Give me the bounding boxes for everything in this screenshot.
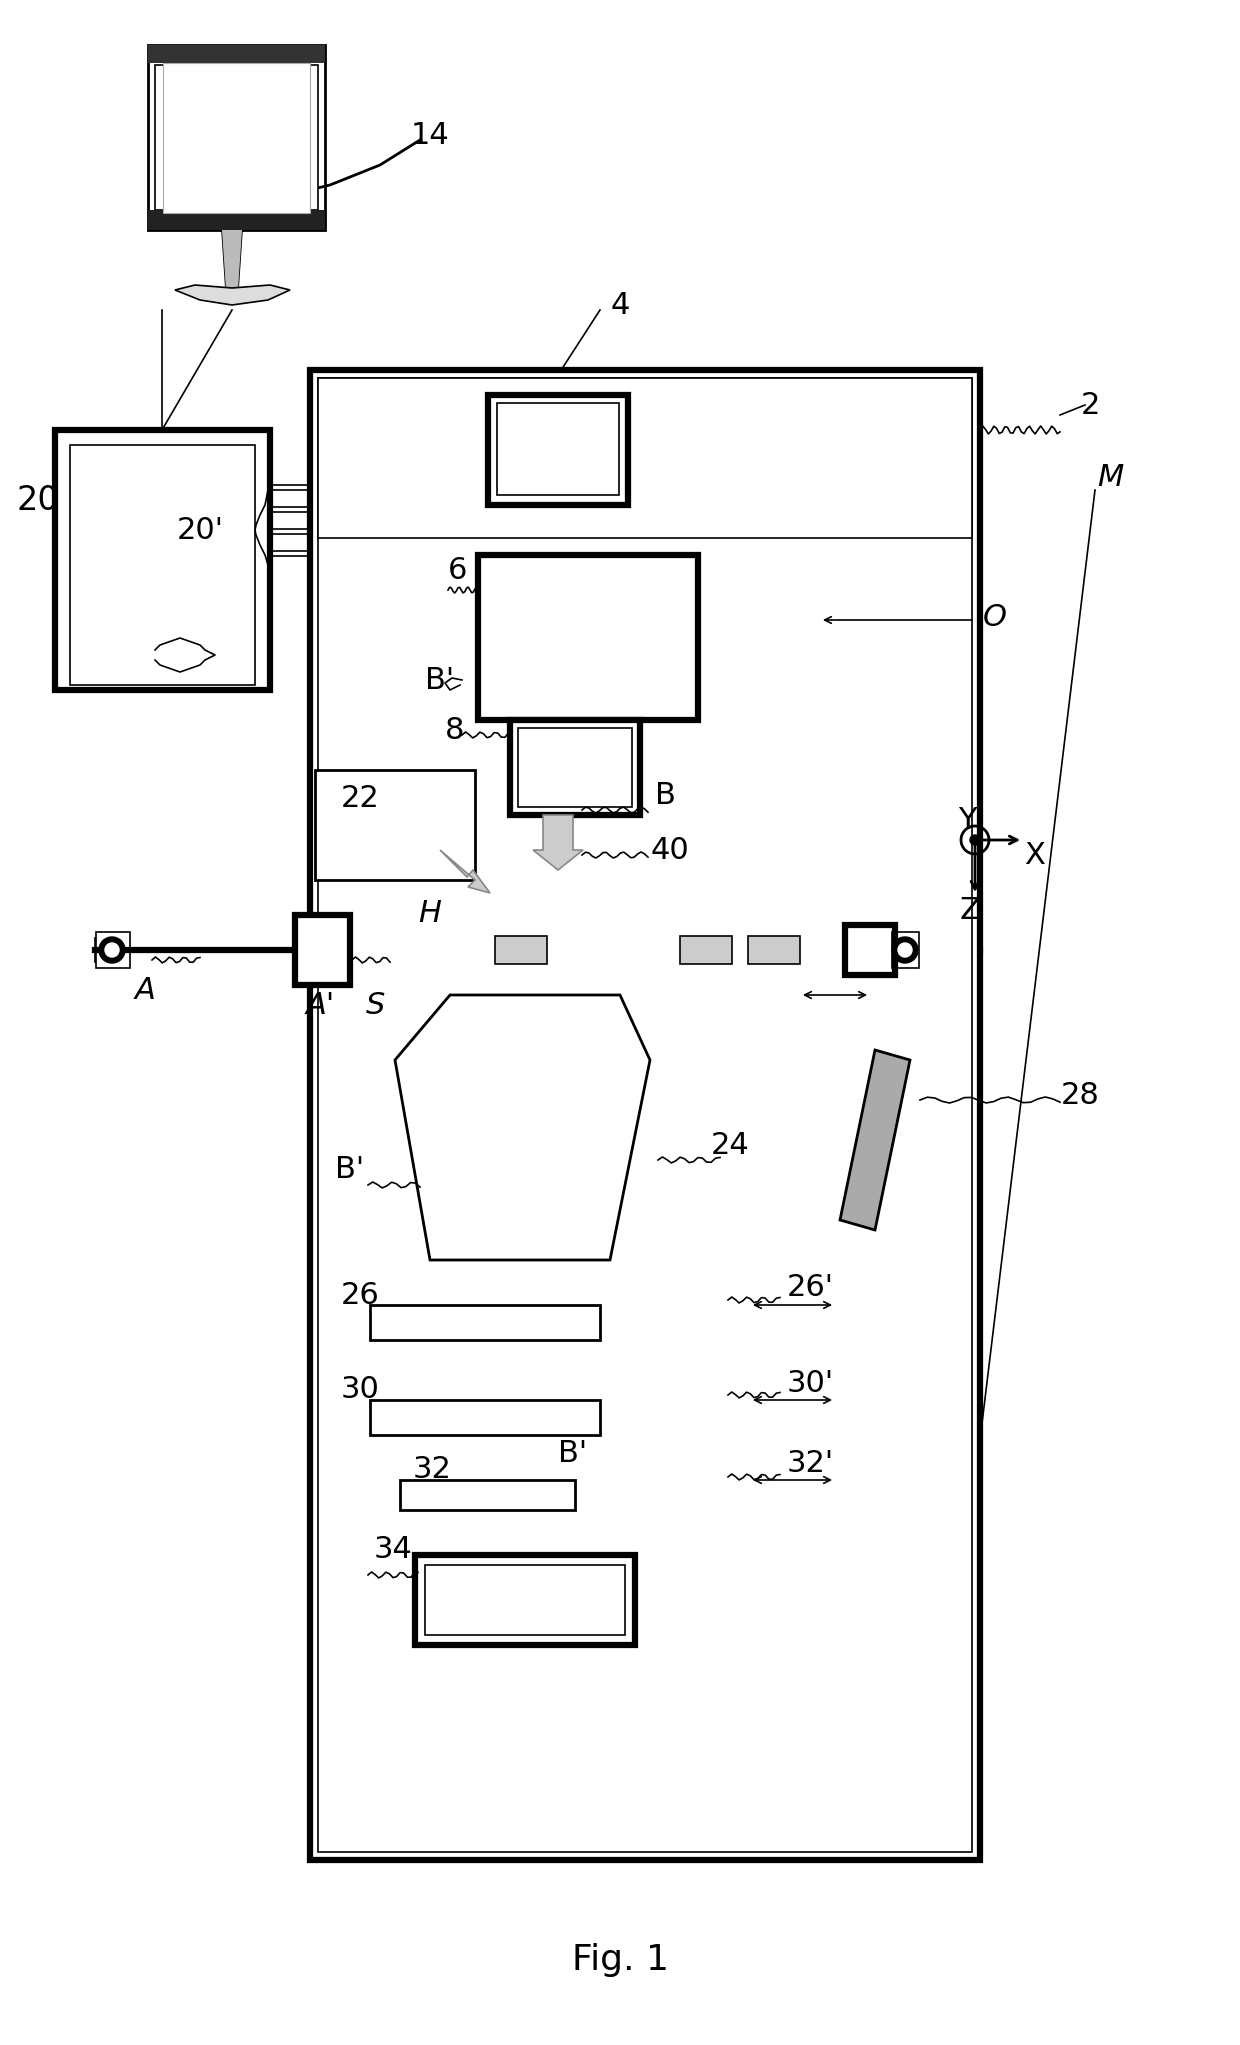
Bar bbox=[518, 728, 632, 808]
Bar bbox=[69, 446, 255, 685]
Polygon shape bbox=[839, 1049, 910, 1229]
Text: 22: 22 bbox=[341, 783, 379, 812]
Bar bbox=[315, 771, 475, 879]
Bar bbox=[317, 378, 972, 1853]
Bar bbox=[415, 1554, 635, 1644]
Bar bbox=[489, 395, 627, 505]
Text: Y: Y bbox=[957, 806, 976, 834]
Text: H: H bbox=[419, 898, 441, 928]
Bar bbox=[495, 937, 547, 963]
Text: 8: 8 bbox=[445, 716, 465, 744]
Bar bbox=[55, 429, 270, 689]
Bar bbox=[148, 45, 325, 63]
Circle shape bbox=[892, 937, 918, 963]
Bar bbox=[370, 1401, 600, 1436]
Text: 40: 40 bbox=[651, 836, 689, 865]
Polygon shape bbox=[222, 229, 242, 290]
Circle shape bbox=[105, 943, 119, 957]
Bar bbox=[510, 720, 640, 816]
Text: 30': 30' bbox=[786, 1368, 833, 1397]
Bar bbox=[155, 65, 317, 211]
Text: 26': 26' bbox=[786, 1274, 833, 1303]
Text: X: X bbox=[1024, 840, 1045, 869]
Text: O: O bbox=[983, 603, 1007, 632]
Text: 30: 30 bbox=[341, 1376, 379, 1405]
Bar bbox=[892, 933, 919, 967]
Bar bbox=[477, 554, 698, 720]
Circle shape bbox=[898, 943, 911, 957]
Bar bbox=[310, 370, 980, 1861]
Text: Z: Z bbox=[960, 896, 981, 924]
Polygon shape bbox=[175, 284, 290, 305]
Text: B': B' bbox=[336, 1155, 365, 1184]
Bar bbox=[844, 924, 895, 975]
Bar bbox=[95, 933, 130, 967]
Text: 4: 4 bbox=[610, 290, 630, 319]
Polygon shape bbox=[440, 851, 490, 894]
Text: 26: 26 bbox=[341, 1280, 379, 1309]
Text: 32: 32 bbox=[413, 1456, 451, 1485]
Bar bbox=[425, 1564, 625, 1636]
Bar bbox=[748, 937, 800, 963]
Text: M: M bbox=[1097, 462, 1123, 491]
Text: A': A' bbox=[305, 990, 335, 1020]
Text: 28: 28 bbox=[1060, 1080, 1100, 1110]
Text: 32': 32' bbox=[786, 1448, 833, 1476]
Circle shape bbox=[99, 937, 125, 963]
Bar bbox=[162, 63, 310, 213]
Text: 34: 34 bbox=[373, 1536, 413, 1564]
Text: 24: 24 bbox=[711, 1131, 749, 1160]
Polygon shape bbox=[148, 45, 325, 229]
Text: 2: 2 bbox=[1080, 391, 1100, 419]
Text: 14: 14 bbox=[410, 121, 449, 149]
Bar bbox=[317, 378, 972, 538]
Polygon shape bbox=[533, 816, 583, 869]
Bar bbox=[497, 403, 619, 495]
Bar bbox=[680, 937, 732, 963]
Text: B': B' bbox=[558, 1438, 588, 1468]
Polygon shape bbox=[396, 996, 650, 1260]
Bar bbox=[401, 1481, 575, 1509]
Text: S: S bbox=[366, 990, 384, 1020]
Text: 20': 20' bbox=[176, 515, 223, 544]
Bar bbox=[370, 1305, 600, 1339]
Circle shape bbox=[970, 834, 980, 845]
Text: 6: 6 bbox=[449, 556, 467, 585]
Text: B: B bbox=[655, 781, 676, 810]
Bar bbox=[148, 211, 325, 229]
Text: A: A bbox=[135, 975, 155, 1004]
Text: B': B' bbox=[425, 665, 455, 695]
Bar bbox=[295, 914, 350, 986]
Text: Fig. 1: Fig. 1 bbox=[572, 1943, 668, 1978]
Text: 20: 20 bbox=[16, 483, 60, 517]
